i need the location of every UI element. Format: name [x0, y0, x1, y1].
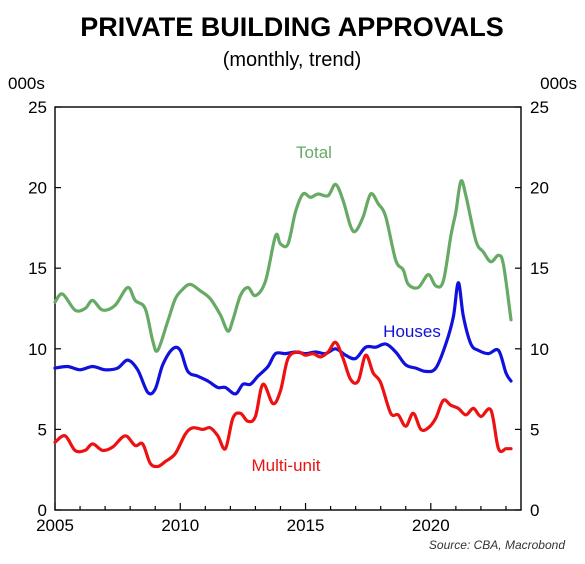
chart-title: PRIVATE BUILDING APPROVALS	[80, 12, 504, 42]
series-lines	[53, 179, 513, 469]
total-line	[53, 179, 513, 353]
x-tick-label: 2020	[412, 516, 450, 535]
y-tick-label-right: 5	[530, 420, 539, 439]
y-tick-label-left: 25	[28, 98, 47, 117]
y-tick-label-left: 10	[28, 340, 47, 359]
left-axis-unit: 000s	[8, 74, 45, 93]
houses-series-label: Houses	[383, 322, 441, 341]
plot-frame	[54, 106, 522, 511]
y-axis-right: 0 5 10 15 20 25	[515, 98, 549, 520]
source-note: Source: CBA, Macrobond	[429, 538, 565, 552]
y-tick-label-right: 0	[530, 501, 539, 520]
y-tick-label-left: 15	[28, 259, 47, 278]
houses-line	[53, 281, 513, 396]
x-tick-label: 2005	[36, 516, 74, 535]
multi-unit-series-label: Multi-unit	[252, 456, 321, 475]
y-tick-label-right: 10	[530, 340, 549, 359]
multi-unit-line	[53, 340, 513, 469]
y-tick-label-left: 0	[38, 501, 47, 520]
y-tick-label-right: 25	[530, 98, 549, 117]
x-tick-label: 2010	[161, 516, 199, 535]
y-tick-label-left: 5	[38, 420, 47, 439]
y-tick-label-right: 20	[530, 179, 549, 198]
total-series-label: Total	[296, 143, 332, 162]
x-axis: 2005 2010 2015 2020	[36, 503, 507, 535]
chart-subtitle: (monthly, trend)	[223, 49, 362, 71]
y-axis-left: 0 5 10 15 20 25	[28, 98, 61, 520]
right-axis-unit: 000s	[540, 74, 577, 93]
x-tick-label: 2015	[287, 516, 325, 535]
y-tick-label-right: 15	[530, 259, 549, 278]
y-tick-label-left: 20	[28, 179, 47, 198]
